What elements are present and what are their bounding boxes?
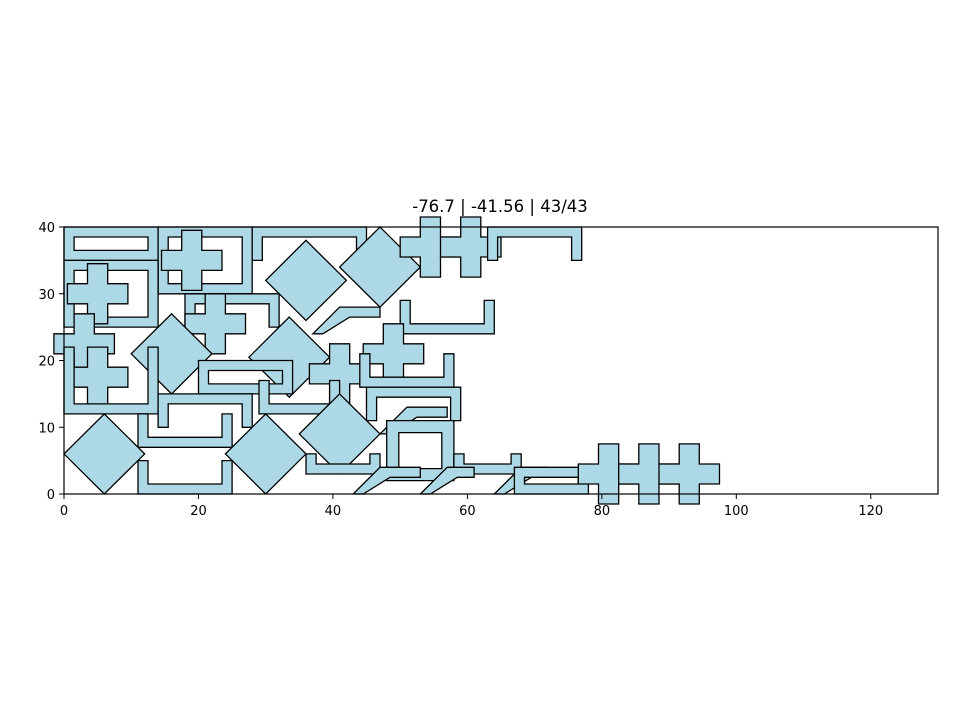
y-tick-label: 20: [38, 355, 55, 370]
y-tick-label: 30: [38, 288, 55, 303]
u-piece: [399, 299, 495, 335]
x-tick-label: 0: [60, 504, 68, 519]
x-tick-label: 40: [325, 504, 342, 519]
y-tick-label: 0: [47, 488, 55, 503]
diamond-piece: [264, 239, 348, 322]
cross-piece: [439, 216, 502, 278]
shapes-layer: [53, 216, 721, 505]
u-piece: [486, 226, 583, 262]
y-tick-label: 10: [38, 421, 55, 436]
cross-piece: [66, 263, 129, 325]
cross-piece: [160, 229, 223, 292]
x-tick-label: 80: [594, 504, 611, 519]
x-tick-label: 60: [459, 504, 476, 519]
x-tick-label: 20: [190, 504, 207, 519]
x-tick-label: 120: [858, 504, 883, 519]
u-piece: [137, 459, 233, 495]
x-axis: 0 20 40 60 80 100 120: [60, 494, 883, 519]
u-piece: [365, 386, 462, 422]
slash-piece: [311, 306, 381, 335]
u-piece: [63, 346, 159, 415]
x-tick-label: 100: [724, 504, 749, 519]
u-piece: [359, 353, 455, 388]
u-piece: [251, 226, 368, 262]
y-tick-label: 40: [38, 221, 55, 236]
u-piece: [157, 393, 253, 428]
u-piece: [137, 413, 233, 448]
cross-piece: [658, 443, 721, 505]
cross-piece: [184, 293, 247, 355]
y-axis: 0 10 20 30 40: [38, 221, 64, 503]
chart-title: -76.7 | -41.56 | 43/43: [412, 197, 588, 216]
